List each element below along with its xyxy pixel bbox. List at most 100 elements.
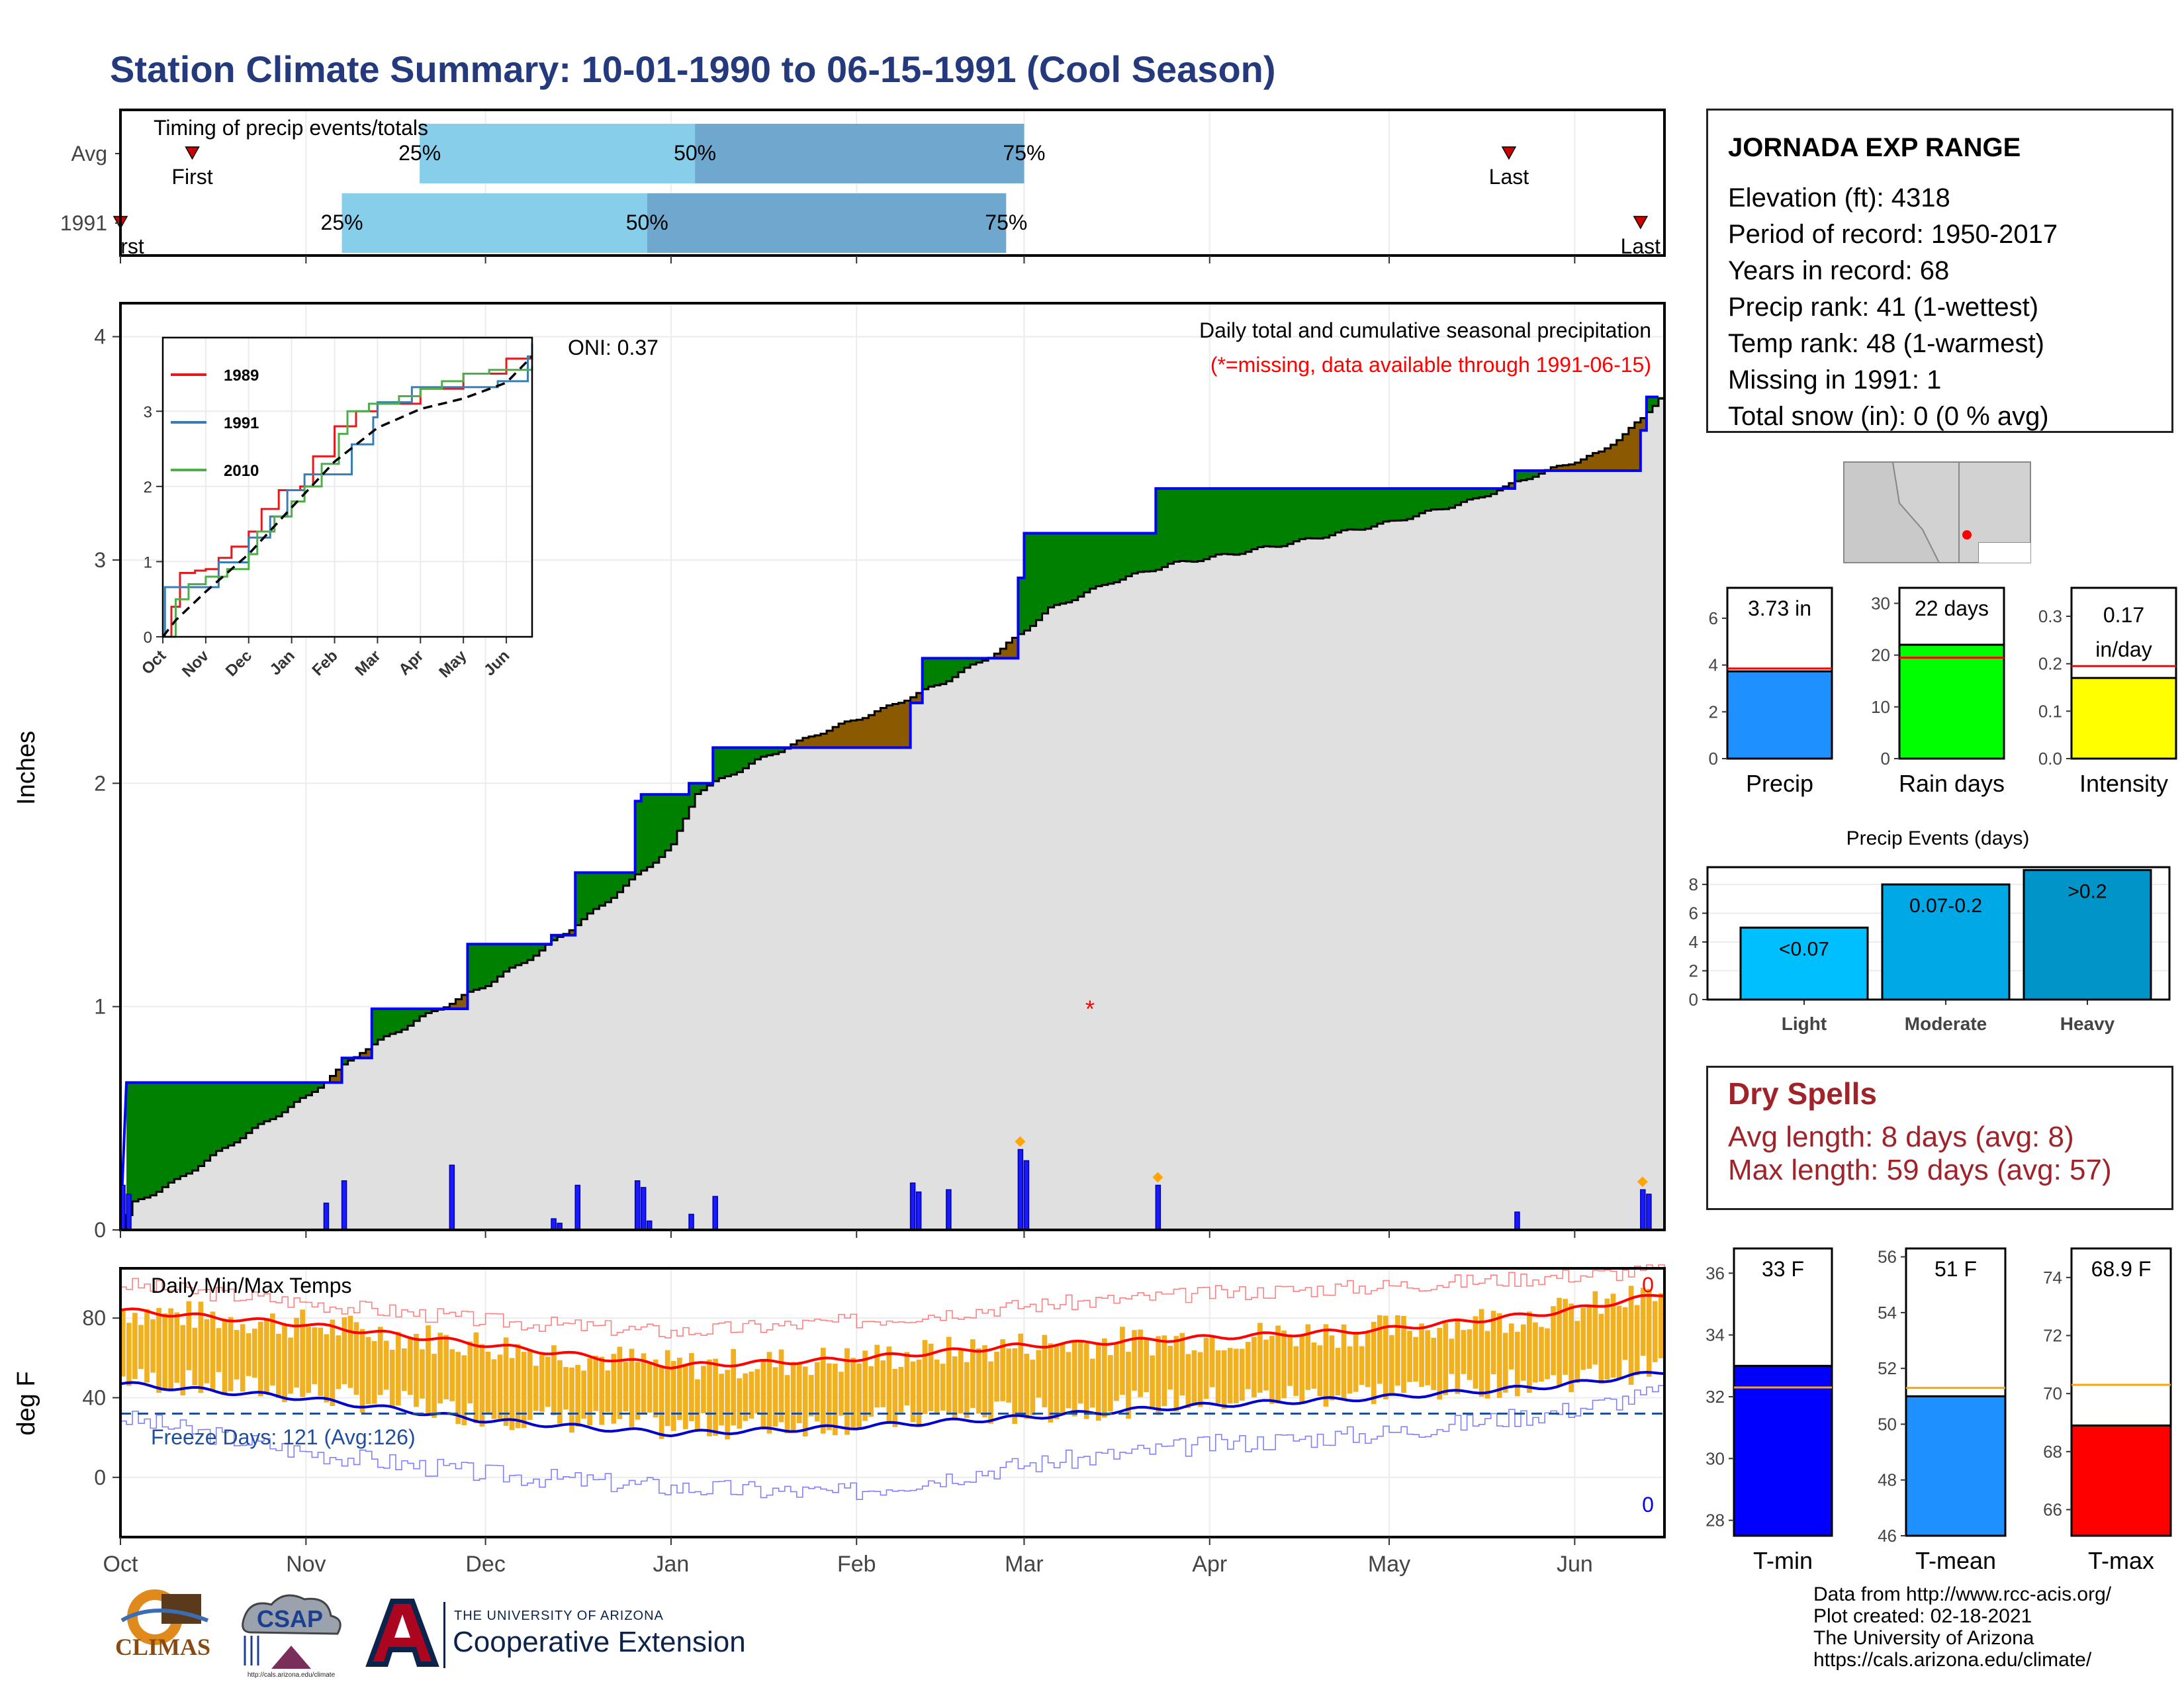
precip-above-avg-fill	[527, 944, 534, 961]
precip-above-avg-fill	[1203, 489, 1210, 559]
daily-temp-bar	[934, 1359, 940, 1415]
daily-temp-bar	[629, 1348, 635, 1428]
daily-temp-bar	[251, 1329, 257, 1378]
daily-temp-bar	[1150, 1355, 1156, 1409]
daily-temp-bar	[1263, 1339, 1269, 1391]
precip-above-avg-fill	[760, 747, 768, 757]
inset-y-tick-label: 1	[144, 553, 152, 571]
timing-last-marker	[1633, 216, 1649, 230]
daily-temp-bar	[264, 1318, 269, 1392]
temp-x-tick-label: Jan	[653, 1552, 690, 1577]
precip-above-avg-fill	[1514, 471, 1522, 481]
precip-above-avg-fill	[371, 1009, 379, 1045]
precip-above-avg-fill	[940, 658, 947, 684]
precip-summary-value-label: 22 days	[1915, 596, 1989, 620]
daily-precip-bar	[551, 1218, 557, 1231]
precip-above-avg-fill	[1089, 533, 1097, 589]
precip-summary-y-tick-label: 10	[1871, 697, 1890, 717]
precip-above-avg-fill	[1533, 471, 1539, 477]
precip-summary-bar	[1898, 643, 2005, 760]
precip-above-avg-fill	[623, 872, 630, 886]
daily-temp-bar	[1569, 1303, 1574, 1393]
precip-events-border	[1706, 866, 2171, 1001]
precip-event-bar-label: >0.2	[2068, 880, 2107, 902]
daily-temp-bar	[964, 1362, 970, 1419]
precip-above-avg-fill	[539, 944, 546, 951]
precip-above-avg-fill	[341, 1058, 349, 1065]
precip-summary-value-label: 0.17	[2103, 603, 2144, 627]
timing-title: Timing of precip events/totals	[154, 116, 428, 140]
precip-below-avg-fill	[1012, 637, 1019, 659]
daily-temp-bar	[1496, 1313, 1502, 1398]
daily-temp-bar	[575, 1364, 580, 1427]
daily-precip-bar	[1023, 1160, 1030, 1231]
precip-panel-title: Daily total and cumulative seasonal prec…	[1199, 318, 1651, 342]
precip-above-avg-fill	[1066, 533, 1073, 603]
precip-below-avg-fill	[455, 999, 463, 1009]
daily-temp-bar	[1616, 1305, 1622, 1380]
precip-above-avg-fill	[605, 872, 612, 902]
daily-temp-bar	[1000, 1339, 1005, 1401]
precip-above-avg-fill	[766, 747, 774, 755]
precip-above-avg-fill	[257, 1082, 265, 1124]
precip-above-avg-fill	[1101, 533, 1109, 585]
precip-above-avg-fill	[719, 747, 725, 778]
daily-temp-bar	[707, 1359, 712, 1436]
daily-temp-bar	[408, 1337, 413, 1395]
precip-above-avg-fill	[312, 1082, 319, 1092]
precip-below-avg-fill	[336, 1069, 343, 1083]
heavy-event-marker	[1637, 1176, 1648, 1188]
precip-above-avg-fill	[389, 1009, 396, 1034]
daily-temp-bar	[461, 1355, 467, 1426]
temp-summary-bar	[1733, 1364, 1833, 1537]
daily-temp-bar	[587, 1358, 593, 1426]
precip-above-avg-fill	[1246, 489, 1252, 552]
precip-events-title: Precip Events (days)	[1846, 827, 2030, 849]
precip-y-tick-label: 3	[94, 548, 106, 572]
daily-temp-bar	[1108, 1355, 1113, 1412]
daily-temp-bar	[1012, 1348, 1018, 1425]
daily-temp-bar	[545, 1356, 551, 1407]
timing-bar-25-50	[341, 193, 647, 253]
precip-above-avg-fill	[1329, 489, 1336, 536]
daily-temp-bar	[473, 1332, 479, 1423]
precip-above-avg-fill	[306, 1082, 312, 1096]
precip-above-avg-fill	[210, 1082, 217, 1156]
daily-temp-bar	[395, 1332, 401, 1406]
precip-event-bar	[1881, 883, 2011, 1001]
daily-temp-bar	[731, 1349, 737, 1426]
precip-above-avg-fill	[1054, 533, 1061, 605]
precip-below-avg-fill	[796, 740, 803, 748]
daily-temp-bar	[330, 1319, 336, 1407]
daily-temp-bar	[1305, 1324, 1311, 1390]
precip-above-avg-fill	[551, 935, 558, 941]
daily-temp-bar	[210, 1311, 216, 1391]
precip-below-avg-fill	[886, 705, 893, 748]
page-title: Station Climate Summary: 10-01-1990 to 0…	[110, 48, 1276, 90]
daily-temp-bar	[1293, 1346, 1299, 1396]
precip-below-avg-fill	[880, 708, 887, 748]
precip-above-avg-fill	[1449, 489, 1456, 508]
daily-temp-bar	[695, 1379, 700, 1431]
daily-precip-bar	[688, 1213, 694, 1231]
precip-above-avg-fill	[282, 1082, 289, 1113]
daily-temp-bar	[749, 1372, 754, 1419]
precip-above-avg-fill	[1132, 533, 1138, 574]
precip-average-line	[120, 397, 1666, 1231]
precip-below-avg-fill	[862, 718, 869, 748]
daily-temp-bar	[246, 1333, 251, 1376]
precip-above-avg-fill	[629, 872, 636, 880]
precip-above-avg-fill	[1293, 489, 1300, 541]
daily-temp-bar	[1101, 1338, 1107, 1418]
precip-above-avg-fill	[1365, 489, 1372, 529]
daily-temp-bar	[426, 1325, 431, 1415]
daily-temp-bar	[802, 1366, 808, 1436]
daily-temp-bar	[1502, 1333, 1508, 1393]
precip-above-avg-fill	[946, 658, 953, 682]
daily-temp-bar	[1120, 1327, 1125, 1395]
daily-temp-bar	[1401, 1315, 1406, 1393]
precip-above-avg-fill	[1077, 533, 1085, 597]
daily-temp-bar	[1191, 1350, 1197, 1406]
precip-below-avg-fill	[1508, 483, 1516, 489]
precip-above-avg-fill	[575, 872, 582, 925]
